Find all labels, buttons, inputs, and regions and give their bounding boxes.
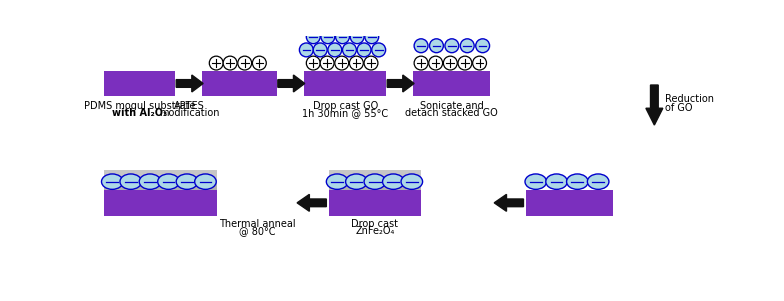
Bar xyxy=(103,180,217,190)
Circle shape xyxy=(223,56,237,70)
Text: with Al₂O₃: with Al₂O₃ xyxy=(112,108,167,119)
Circle shape xyxy=(336,30,350,44)
Polygon shape xyxy=(176,75,203,92)
Bar xyxy=(202,71,277,96)
Ellipse shape xyxy=(120,174,142,189)
Ellipse shape xyxy=(176,174,198,189)
Ellipse shape xyxy=(525,174,546,189)
Polygon shape xyxy=(297,194,326,211)
Ellipse shape xyxy=(194,174,216,189)
Circle shape xyxy=(335,56,349,70)
Ellipse shape xyxy=(567,174,588,189)
Text: Drop cast: Drop cast xyxy=(351,219,398,229)
Polygon shape xyxy=(387,75,414,92)
Bar xyxy=(328,190,421,216)
Circle shape xyxy=(473,56,487,70)
Circle shape xyxy=(445,39,459,53)
Circle shape xyxy=(444,56,457,70)
Circle shape xyxy=(307,30,320,44)
Ellipse shape xyxy=(326,174,348,189)
Text: PDMS mogul substrate: PDMS mogul substrate xyxy=(84,101,195,111)
Circle shape xyxy=(429,56,443,70)
Text: Sonicate and: Sonicate and xyxy=(420,101,484,111)
Polygon shape xyxy=(646,85,662,125)
Bar xyxy=(103,190,217,216)
Ellipse shape xyxy=(383,174,404,189)
Circle shape xyxy=(358,43,371,57)
Circle shape xyxy=(328,43,342,57)
Circle shape xyxy=(365,30,379,44)
Ellipse shape xyxy=(346,174,367,189)
Text: APTES: APTES xyxy=(173,101,205,111)
Text: of GO: of GO xyxy=(665,103,692,113)
Ellipse shape xyxy=(546,174,568,189)
Circle shape xyxy=(238,56,252,70)
Text: ZnFe₂O₄: ZnFe₂O₄ xyxy=(355,226,394,236)
Text: Reduction: Reduction xyxy=(665,94,714,104)
Circle shape xyxy=(343,43,357,57)
Circle shape xyxy=(476,39,489,53)
Ellipse shape xyxy=(101,174,123,189)
Circle shape xyxy=(414,56,428,70)
Bar xyxy=(413,71,490,96)
Circle shape xyxy=(314,43,327,57)
Polygon shape xyxy=(278,75,305,92)
Circle shape xyxy=(209,56,223,70)
Circle shape xyxy=(299,43,314,57)
Circle shape xyxy=(320,56,334,70)
Circle shape xyxy=(321,30,335,44)
Circle shape xyxy=(430,39,444,53)
Circle shape xyxy=(364,56,378,70)
Ellipse shape xyxy=(401,174,423,189)
Ellipse shape xyxy=(158,174,180,189)
Bar xyxy=(328,180,421,190)
Circle shape xyxy=(350,30,364,44)
Polygon shape xyxy=(494,194,524,211)
Circle shape xyxy=(252,56,267,70)
Bar xyxy=(103,170,217,190)
Text: Drop cast GO: Drop cast GO xyxy=(313,101,378,111)
Ellipse shape xyxy=(364,174,386,189)
Text: modification: modification xyxy=(158,108,220,119)
Circle shape xyxy=(414,39,428,53)
Bar xyxy=(304,71,387,96)
Ellipse shape xyxy=(587,174,609,189)
Ellipse shape xyxy=(140,174,161,189)
Text: 1h 30min @ 55°C: 1h 30min @ 55°C xyxy=(302,108,388,119)
Circle shape xyxy=(307,56,320,70)
Circle shape xyxy=(460,39,474,53)
Text: Thermal anneal: Thermal anneal xyxy=(219,219,296,229)
Circle shape xyxy=(372,43,386,57)
Circle shape xyxy=(350,56,363,70)
Bar xyxy=(103,71,176,96)
Bar xyxy=(328,170,421,190)
Text: @ 80°C: @ 80°C xyxy=(239,226,275,236)
Circle shape xyxy=(458,56,472,70)
Text: detach stacked GO: detach stacked GO xyxy=(405,108,498,119)
Bar xyxy=(526,190,613,216)
